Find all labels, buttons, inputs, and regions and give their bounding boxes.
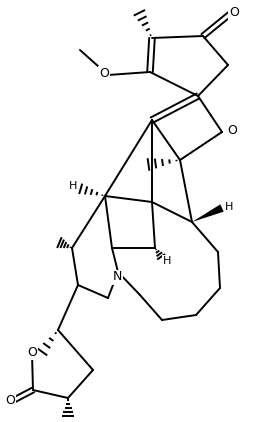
- Text: H: H: [69, 181, 77, 191]
- Text: H: H: [163, 256, 171, 266]
- Text: O: O: [27, 346, 37, 359]
- Polygon shape: [192, 204, 224, 222]
- Text: O: O: [227, 124, 237, 136]
- Text: H: H: [225, 202, 233, 212]
- Text: O: O: [99, 67, 109, 79]
- Text: N: N: [112, 271, 122, 284]
- Text: O: O: [5, 393, 15, 406]
- Text: O: O: [229, 5, 239, 19]
